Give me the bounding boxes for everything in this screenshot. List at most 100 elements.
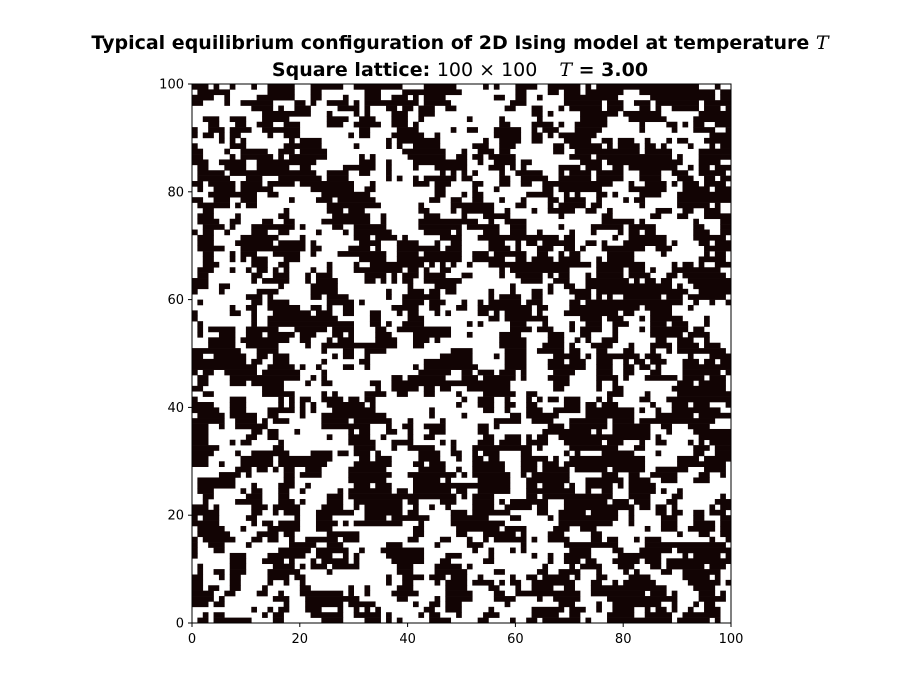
spin-down-run	[585, 278, 629, 284]
spin-down-run	[704, 100, 732, 106]
spin-down-run	[197, 617, 209, 624]
spin-down-run	[192, 100, 204, 106]
spin-down-run	[499, 499, 505, 505]
spin-down-run	[531, 606, 565, 613]
spin-down-run	[337, 450, 349, 457]
spin-down-run	[310, 304, 322, 311]
spin-down-run	[321, 504, 344, 511]
spin-down-run	[499, 175, 511, 182]
spin-down-run	[693, 218, 699, 225]
spin-down-run	[283, 132, 301, 139]
spin-down-run	[456, 304, 468, 311]
spin-down-run	[299, 181, 354, 187]
spin-down-run	[612, 547, 624, 554]
spin-down-run	[666, 499, 678, 505]
spin-down-run	[714, 617, 721, 624]
spin-down-run	[526, 617, 538, 624]
spin-down-run	[364, 89, 381, 96]
spin-down-run	[359, 256, 387, 263]
spin-down-run	[499, 137, 522, 144]
spin-down-run	[326, 531, 360, 538]
spin-down-run	[326, 207, 344, 214]
spin-down-run	[472, 455, 484, 462]
spin-down-run	[348, 488, 392, 494]
spin-down-run	[235, 499, 263, 505]
spin-down-run	[655, 245, 673, 252]
spin-down-run	[601, 137, 613, 144]
spin-down-run	[580, 563, 602, 570]
spin-down-run	[278, 105, 284, 112]
spin-down-run	[709, 504, 716, 511]
spin-down-run	[326, 202, 381, 209]
spin-down-run	[369, 321, 381, 327]
spin-down-run	[348, 396, 360, 403]
spin-down-run	[256, 348, 279, 354]
spin-down-run	[337, 606, 344, 613]
spin-down-run	[299, 402, 306, 408]
spin-down-run	[412, 531, 425, 538]
spin-down-run	[326, 121, 344, 128]
spin-down-run	[439, 558, 452, 565]
spin-down-run	[628, 267, 646, 273]
spin-down-run	[278, 229, 290, 236]
spin-down-run	[391, 439, 414, 446]
spin-down-run	[677, 337, 694, 344]
spin-down-run	[445, 310, 452, 317]
spin-down-run	[526, 488, 575, 494]
spin-down-run	[569, 170, 592, 176]
spin-down-run	[348, 439, 376, 446]
spin-down-run	[499, 267, 505, 273]
spin-down-run	[515, 89, 527, 96]
spin-down-run	[353, 606, 360, 613]
spin-down-run	[720, 472, 726, 478]
spin-down-run	[563, 499, 608, 505]
spin-down-run	[208, 342, 236, 349]
spin-down-run	[510, 100, 527, 106]
spin-down-run	[375, 326, 387, 333]
spin-down-run	[709, 536, 716, 543]
spin-down-run	[504, 348, 527, 354]
spin-down-run	[429, 617, 452, 624]
spin-down-run	[192, 542, 198, 548]
spin-down-run	[542, 563, 549, 570]
spin-down-run	[628, 229, 640, 236]
spin-down-run	[644, 612, 673, 618]
spin-down-run	[450, 439, 457, 446]
spin-down-run	[229, 412, 257, 419]
spin-down-run	[229, 218, 241, 225]
spin-down-run	[332, 224, 344, 230]
spin-down-run	[499, 369, 516, 376]
spin-down-run	[429, 428, 446, 435]
spin-down-run	[617, 137, 635, 144]
spin-down-run	[229, 116, 247, 123]
spin-down-run	[526, 191, 554, 198]
spin-down-run	[510, 617, 516, 624]
spin-down-run	[720, 94, 732, 101]
spin-down-run	[283, 121, 301, 128]
spin-down-run	[601, 337, 619, 344]
spin-down-run	[531, 121, 554, 128]
spin-down-run	[499, 143, 516, 149]
spin-down-run	[655, 434, 662, 441]
spin-down-run	[504, 402, 516, 408]
spin-down-run	[558, 105, 565, 112]
spin-down-run	[364, 348, 387, 354]
spin-down-run	[229, 132, 241, 139]
spin-down-run	[477, 428, 489, 435]
spin-down-run	[439, 170, 446, 176]
spin-down-run	[483, 375, 516, 381]
spin-down-run	[607, 207, 613, 214]
spin-down-run	[585, 164, 602, 171]
spin-down-run	[477, 439, 495, 446]
spin-down-run	[666, 558, 732, 565]
spin-down-run	[278, 520, 301, 527]
spin-down-run	[202, 229, 214, 236]
spin-down-run	[396, 175, 403, 182]
spin-down-run	[639, 315, 646, 322]
spin-down-run	[623, 110, 662, 117]
spin-down-run	[580, 245, 586, 252]
spin-down-run	[445, 579, 468, 586]
spin-down-run	[359, 299, 365, 306]
spin-down-run	[536, 251, 549, 257]
spin-down-run	[660, 515, 678, 521]
